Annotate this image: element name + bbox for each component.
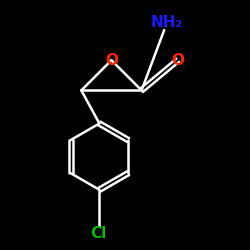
- Text: O: O: [105, 53, 118, 68]
- Text: O: O: [171, 53, 184, 68]
- Text: Cl: Cl: [90, 226, 106, 241]
- Text: NH₂: NH₂: [151, 15, 183, 30]
